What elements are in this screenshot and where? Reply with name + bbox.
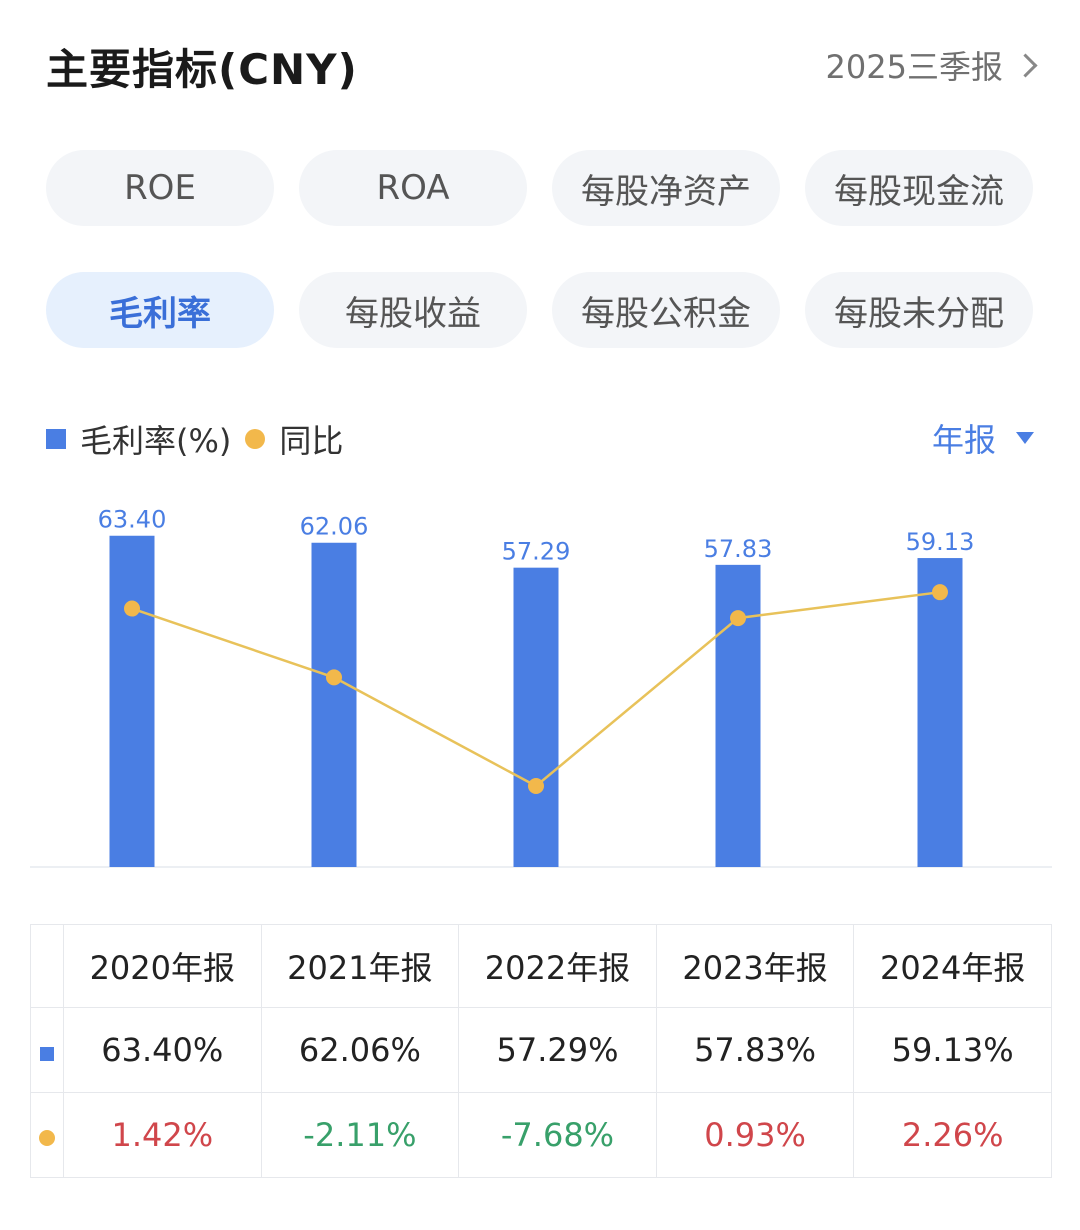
tab-label: ROA (376, 168, 450, 208)
bar-legend-label: 毛利率(%) (80, 422, 232, 460)
yoy-point-2023年报[interactable] (730, 610, 746, 627)
tab-label: 每股未分配 (834, 293, 1004, 334)
table-cell: 2.26% (853, 1092, 1052, 1178)
table-cell: 57.29% (458, 1007, 657, 1093)
bar-value-label: 62.06 (300, 513, 369, 541)
tab-label: 每股净资产 (581, 171, 751, 212)
table-row-yoy: 1.42% -2.11% -7.68% 0.93% 2.26% (30, 1092, 1052, 1178)
table-cell: 1.42% (63, 1092, 262, 1178)
gross-margin-chart: 63.40 62.06 57.29 57.83 59.13 (30, 506, 1052, 868)
table-cell: 59.13% (853, 1007, 1052, 1093)
table-header-cell: 2020年报 (63, 924, 262, 1008)
data-table: 2020年报 2021年报 2022年报 2023年报 2024年报 63.40… (30, 924, 1052, 1178)
yoy-point-2024年报[interactable] (932, 584, 948, 601)
table-cell: 57.83% (655, 1007, 855, 1093)
table-cell: -2.11% (260, 1092, 460, 1178)
table-header-cell: 2021年报 (260, 924, 460, 1008)
bar-value-label: 57.29 (502, 538, 571, 566)
report-type-label: 年报 (931, 421, 996, 459)
table-header-row: 2020年报 2021年报 2022年报 2023年报 2024年报 (30, 924, 1052, 1008)
table-header-cell: 2022年报 (458, 924, 657, 1008)
bar-2022年报[interactable] (513, 567, 559, 867)
header-corner-cell (30, 924, 64, 1008)
table-header-cell: 2023年报 (655, 924, 855, 1008)
chevron-right-icon (1013, 52, 1038, 78)
table-row-gross-margin: 63.40% 62.06% 57.29% 57.83% 59.13% (30, 1007, 1052, 1093)
page-title: 主要指标(CNY) (46, 45, 358, 94)
table-cell: -7.68% (458, 1092, 657, 1178)
caret-down-icon (1016, 432, 1034, 444)
bar-2024年报[interactable] (917, 558, 963, 867)
period-selector[interactable]: 2025三季报 (826, 42, 1040, 88)
table-header-cell: 2024年报 (853, 924, 1052, 1008)
tab-undistributed-per-share[interactable]: 每股未分配 (805, 272, 1033, 348)
bar-2020年报[interactable] (109, 535, 155, 867)
tab-label: 每股收益 (345, 293, 481, 334)
table-cell: 0.93% (655, 1092, 855, 1178)
bar-series-marker-icon (40, 1047, 54, 1061)
bar-2021年报[interactable] (311, 542, 357, 867)
yoy-point-2022年报[interactable] (528, 778, 544, 795)
header: 主要指标(CNY) 2025三季报 (46, 30, 1040, 100)
row-marker-cell (30, 1092, 64, 1178)
line-legend-label: 同比 (279, 422, 344, 460)
table-cell: 62.06% (260, 1007, 460, 1093)
tab-gross-margin[interactable]: 毛利率 (46, 272, 274, 348)
tab-eps[interactable]: 每股收益 (299, 272, 527, 348)
tab-label: 每股现金流 (834, 171, 1004, 212)
bar-value-label: 63.40 (98, 506, 167, 534)
line-series-marker-icon (39, 1130, 55, 1146)
tab-net-assets-per-share[interactable]: 每股净资产 (552, 150, 780, 226)
chart-legend: 毛利率(%) 同比 年报 (46, 415, 1034, 463)
metric-tabs: ROE ROA 每股净资产 每股现金流 毛利率 每股收益 每股公积金 每股未分配 (46, 150, 1036, 348)
tab-roe[interactable]: ROE (46, 150, 274, 226)
line-legend-swatch (245, 429, 266, 449)
tab-label: 每股公积金 (581, 293, 751, 334)
tab-label: 毛利率 (109, 293, 211, 334)
period-label: 2025三季报 (825, 48, 1003, 86)
tab-label: ROE (124, 168, 196, 208)
report-type-dropdown[interactable]: 年报 (932, 415, 1034, 461)
yoy-point-2020年报[interactable] (124, 600, 140, 617)
table-cell: 63.40% (63, 1007, 262, 1093)
yoy-point-2021年报[interactable] (326, 669, 342, 686)
tab-reserve-per-share[interactable]: 每股公积金 (552, 272, 780, 348)
tab-cashflow-per-share[interactable]: 每股现金流 (805, 150, 1033, 226)
bar-value-label: 59.13 (906, 528, 975, 556)
row-marker-cell (30, 1007, 64, 1093)
bar-legend-swatch (46, 429, 66, 449)
bar-value-label: 57.83 (704, 535, 773, 563)
tab-roa[interactable]: ROA (299, 150, 527, 226)
